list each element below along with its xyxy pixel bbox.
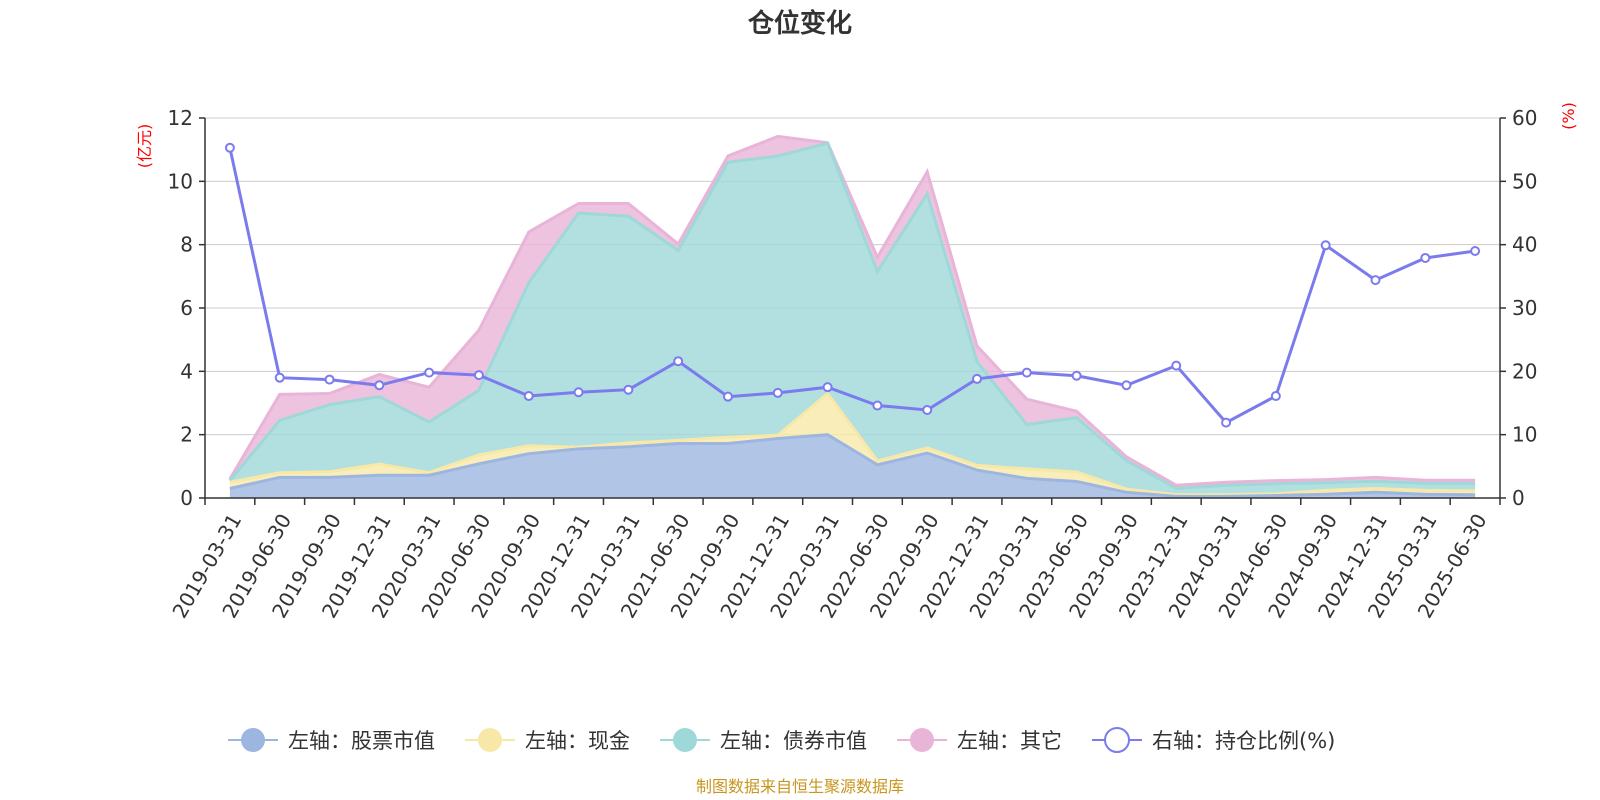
legend-item: 左轴：股票市值 xyxy=(228,728,435,753)
right-tick-label: 30 xyxy=(1512,296,1537,320)
legend-item: 左轴：其它 xyxy=(897,728,1062,753)
series-point xyxy=(673,356,684,367)
series-point xyxy=(1171,360,1182,371)
series-point xyxy=(1270,391,1281,402)
chart-title: 仓位变化 xyxy=(747,8,852,39)
right-tick-label: 60 xyxy=(1512,106,1537,130)
series-point xyxy=(573,387,584,398)
series-point xyxy=(772,387,783,398)
legend: 左轴：股票市值 左轴：现金 左轴：债券市值 左轴：其它 右轴：持仓比例(%) xyxy=(228,727,1335,753)
right-tick-label: 20 xyxy=(1512,359,1537,383)
right-tick-label: 0 xyxy=(1512,486,1525,510)
area-edge-左轴：股票市值 xyxy=(229,433,1476,498)
legend-item: 左轴：债券市值 xyxy=(660,728,867,753)
legend-marker xyxy=(910,728,934,752)
legend-item: 左轴：现金 xyxy=(465,728,630,753)
area-edge-左轴：现金 xyxy=(229,391,1476,497)
series-point xyxy=(224,142,235,153)
series-point xyxy=(1021,367,1032,378)
legend-label: 左轴：债券市值 xyxy=(720,729,867,753)
area-左轴：现金 xyxy=(229,393,1476,497)
area-layers xyxy=(228,134,1476,498)
left-tick-label: 2 xyxy=(180,423,193,447)
series-point xyxy=(1370,275,1381,286)
left-tick-label: 0 xyxy=(180,486,193,510)
left-tick-label: 10 xyxy=(168,169,193,193)
legend-label: 左轴：现金 xyxy=(525,729,630,753)
right-tick-label: 40 xyxy=(1512,233,1537,257)
right-tick-label: 50 xyxy=(1512,169,1537,193)
left-tick-label: 12 xyxy=(168,106,193,130)
left-tick-label: 8 xyxy=(180,233,193,257)
series-point xyxy=(1221,417,1232,428)
left-tick-label: 6 xyxy=(180,296,193,320)
series-point xyxy=(424,367,435,378)
area-左轴：股票市值 xyxy=(229,434,1476,498)
area-edge-左轴：债券市值 xyxy=(228,141,1476,491)
area-edge-左轴：其它 xyxy=(228,134,1476,487)
area-左轴：债券市值 xyxy=(229,143,1476,495)
series-point xyxy=(922,404,933,415)
series-point xyxy=(872,400,883,411)
left-axis-unit: (亿元) xyxy=(135,124,154,169)
series-point xyxy=(374,380,385,391)
series-point xyxy=(274,372,285,383)
legend-marker xyxy=(1104,727,1130,753)
legend-marker xyxy=(478,728,502,752)
legend-label: 左轴：股票市值 xyxy=(288,729,435,753)
left-tick-label: 4 xyxy=(180,359,193,383)
series-point xyxy=(972,373,983,384)
series-point xyxy=(1071,370,1082,381)
right-tick-label: 10 xyxy=(1512,423,1537,447)
legend-item: 右轴：持仓比例(%) xyxy=(1092,727,1335,753)
series-point xyxy=(523,391,534,402)
series-point xyxy=(822,382,833,393)
series-point xyxy=(473,370,484,381)
legend-marker xyxy=(241,728,265,752)
series-point xyxy=(623,384,634,395)
legend-marker xyxy=(673,728,697,752)
series-point xyxy=(324,374,335,385)
series-point xyxy=(1420,252,1431,263)
series-point xyxy=(1470,246,1481,256)
series-point xyxy=(1121,380,1132,391)
legend-label: 左轴：其它 xyxy=(957,729,1062,753)
right-axis-unit: (%) xyxy=(1559,102,1578,130)
ratio-line xyxy=(224,142,1481,428)
series-line xyxy=(228,147,1476,425)
source-note: 制图数据来自恒生聚源数据库 xyxy=(696,777,904,796)
series-point xyxy=(722,391,733,402)
legend-label: 右轴：持仓比例(%) xyxy=(1152,729,1335,753)
series-point xyxy=(1320,240,1331,251)
